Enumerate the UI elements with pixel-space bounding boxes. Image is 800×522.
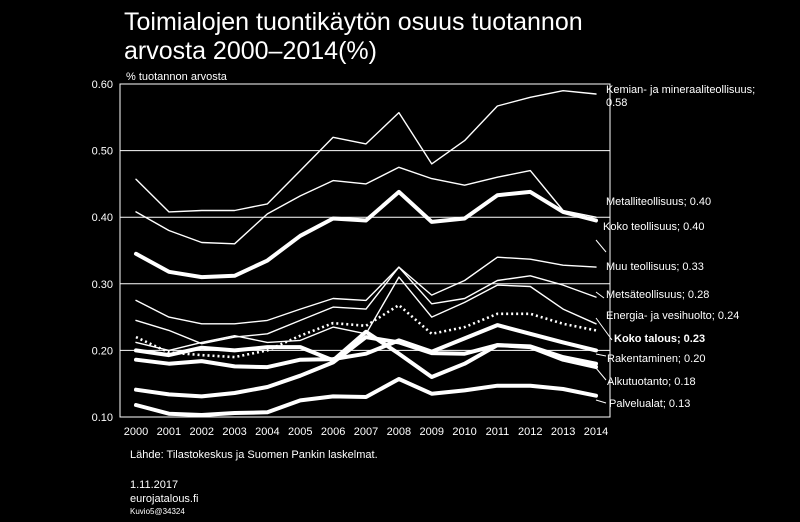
series-line <box>135 303 597 359</box>
series-line <box>135 256 597 325</box>
gridlines <box>120 150 610 351</box>
series-label: 0.58 <box>606 97 627 109</box>
x-tick-labels: 2000 2001 2002 2003 2004 2005 2006 2007 2008 2009… <box>124 426 608 438</box>
y-tick-label: 0.30 <box>92 279 113 291</box>
source-note: Lähde: Tilastokeskus ja Suomen Pankin la… <box>130 449 378 461</box>
leader-line <box>595 291 605 299</box>
y-tick-label: 0.20 <box>92 345 113 357</box>
y-tick-label: 0.10 <box>92 412 113 424</box>
x-tick-label: 2000 <box>124 426 148 438</box>
series-label: Metsäteollisuus; 0.28 <box>606 289 709 301</box>
y-tick-labels: 0.10 0.20 0.30 0.40 0.50 0.60 <box>92 79 113 424</box>
x-tick-label: 2009 <box>419 426 443 438</box>
leader-line <box>595 239 607 253</box>
x-tick-label: 2011 <box>486 426 510 438</box>
x-tick-label: 2006 <box>321 426 345 438</box>
x-tick-label: 2005 <box>288 426 312 438</box>
x-tick-label: 2010 <box>452 426 476 438</box>
y-tick-label: 0.50 <box>92 146 113 158</box>
chart-title: Toimialojen tuontikäytön osuus tuotannon… <box>124 8 583 65</box>
series-line <box>134 189 598 280</box>
x-tick-label: 2001 <box>157 426 181 438</box>
x-tick-label: 2014 <box>584 426 608 438</box>
series-line <box>135 266 597 345</box>
leader-line <box>595 317 613 341</box>
series-label: Metalliteollisuus; 0.40 <box>606 196 711 208</box>
x-tick-label: 2004 <box>255 426 279 438</box>
series-label: Alkutuotanto; 0.18 <box>607 376 696 388</box>
series-label: Koko teollisuus; 0.40 <box>603 221 705 233</box>
series-lines <box>134 90 598 417</box>
series-line <box>134 323 598 370</box>
series-label: Energia- ja vesihuolto; 0.24 <box>606 310 739 322</box>
x-tick-label: 2012 <box>518 426 542 438</box>
y-axis-label: % tuotannon arvosta <box>126 71 228 83</box>
plot-area <box>119 83 611 418</box>
series-line <box>134 377 598 417</box>
site-note: eurojatalous.fi <box>130 493 199 505</box>
series-line <box>135 90 597 213</box>
figure-id: Kuvio5@34324 <box>130 507 185 516</box>
x-tick-label: 2002 <box>189 426 213 438</box>
series-labels: Kemian- ja mineraaliteollisuus;0.58 Metal… <box>603 84 755 410</box>
x-tick-label: 2007 <box>354 426 378 438</box>
leader-line <box>595 353 607 357</box>
series-label: Koko talous; 0.23 <box>614 333 705 345</box>
leader-line <box>595 399 607 404</box>
series-label: Kemian- ja mineraaliteollisuus; <box>606 84 755 96</box>
x-tick-label: 2013 <box>551 426 575 438</box>
series-line <box>135 166 597 245</box>
y-tick-label: 0.40 <box>92 212 113 224</box>
date-note: 1.11.2017 <box>130 479 179 491</box>
leader-line <box>595 367 607 381</box>
label-leaders <box>595 239 613 404</box>
series-label: Muu teollisuus; 0.33 <box>606 261 704 273</box>
x-tick-label: 2003 <box>222 426 246 438</box>
series-label: Palvelualat; 0.13 <box>609 398 690 410</box>
y-tick-label: 0.60 <box>92 79 113 91</box>
x-tick-label: 2008 <box>387 426 411 438</box>
series-line <box>134 335 598 399</box>
series-label: Rakentaminen; 0.20 <box>607 353 705 365</box>
